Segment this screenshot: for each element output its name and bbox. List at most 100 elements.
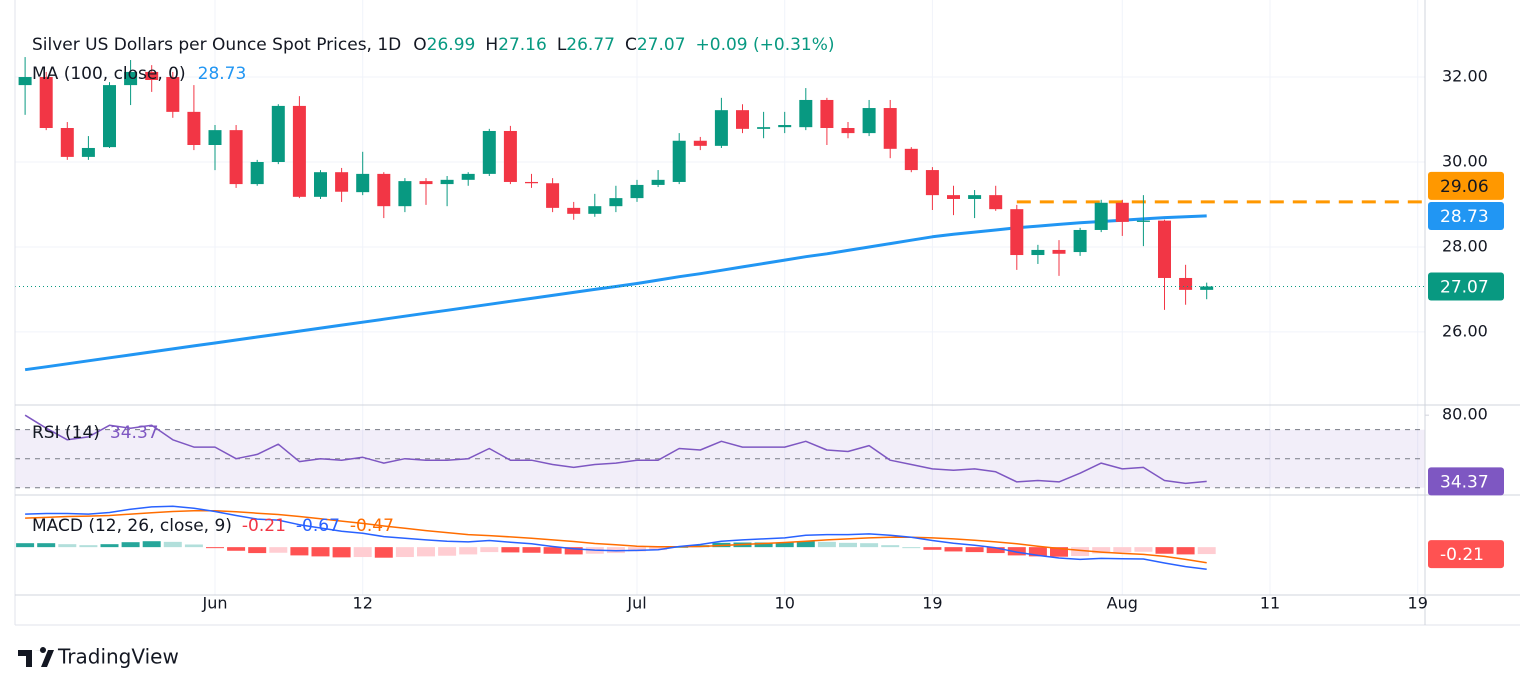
x-tick-label: 11 <box>1260 594 1280 613</box>
histogram-bar <box>311 547 330 557</box>
candle-body <box>1179 277 1193 290</box>
histogram-bar <box>501 547 520 553</box>
grid <box>15 0 1425 595</box>
y-tick-label: 32.00 <box>1442 67 1488 86</box>
candle-body <box>103 85 116 148</box>
histogram-bar <box>902 547 921 549</box>
ohlc-label: O <box>413 35 426 55</box>
histogram-bar <box>206 547 224 549</box>
histogram-bar <box>923 547 942 550</box>
candle-body <box>187 111 201 145</box>
candle-body <box>356 173 370 193</box>
candle-body <box>609 198 623 207</box>
rsi-tick-label: 80.00 <box>1442 405 1488 424</box>
histogram-bar <box>1092 547 1111 554</box>
frame <box>14 0 1520 626</box>
candle-body <box>989 195 1003 210</box>
candle-body <box>314 172 327 197</box>
x-tick-label: 12 <box>353 594 373 613</box>
candle-body <box>968 195 982 199</box>
candle-body <box>271 105 285 162</box>
candle-body <box>1158 220 1171 278</box>
histogram-bar <box>79 545 98 548</box>
candle-body <box>651 179 665 185</box>
histogram-bar <box>564 547 583 555</box>
histogram-bar <box>860 543 879 548</box>
candle-body <box>778 125 792 128</box>
candle-body <box>398 181 412 207</box>
candle-body <box>250 161 264 185</box>
candle-body <box>693 140 707 146</box>
ma-value: 28.73 <box>198 64 247 84</box>
price-badge <box>1428 201 1504 230</box>
histogram-bar <box>775 542 794 548</box>
close-value: 27.07 <box>637 35 686 55</box>
histogram-bar <box>438 547 457 556</box>
candle-body <box>672 140 686 182</box>
macd-name: MACD (12, 26, close, 9) <box>32 516 232 536</box>
candle-body <box>883 108 897 149</box>
candle-body <box>1136 220 1150 222</box>
candle-body <box>60 128 74 157</box>
candle-body <box>461 173 475 180</box>
high-value: 27.16 <box>498 35 547 55</box>
price-badge-label: 29.06 <box>1440 177 1489 197</box>
ma-legend: MA (100, close, 0) 28.73 <box>32 64 246 84</box>
candle-body <box>440 179 454 185</box>
open-value: 26.99 <box>427 35 476 55</box>
candle-body <box>904 148 918 171</box>
rsi-legend: RSI (14) 34.37 <box>32 423 159 443</box>
macd-legend: MACD (12, 26, close, 9) -0.21 -0.67 -0.47 <box>32 516 394 536</box>
price-badge-label: 28.73 <box>1440 207 1489 227</box>
candle-body <box>124 71 138 86</box>
histogram-bar <box>121 542 140 548</box>
chart-title: Silver US Dollars per Ounce Spot Prices,… <box>32 35 401 55</box>
candle-body <box>1094 202 1108 230</box>
candle-body <box>419 181 433 185</box>
x-tick-label: 10 <box>775 594 795 613</box>
histogram-bar <box>332 547 351 558</box>
histogram-bar <box>1197 547 1216 555</box>
candle-body <box>588 206 602 214</box>
candle-body <box>525 181 538 184</box>
histogram-bar <box>395 547 414 558</box>
histogram-bar <box>163 541 182 548</box>
candle-body <box>630 184 644 199</box>
histogram-bar <box>839 542 857 548</box>
candle-body <box>292 105 306 197</box>
histogram-bar <box>1007 547 1026 556</box>
histogram-bar <box>227 547 246 551</box>
candle-body <box>862 108 876 134</box>
candle-body <box>714 110 728 146</box>
y-tick-label: 30.00 <box>1442 151 1488 170</box>
candle-body <box>81 147 95 157</box>
x-tick-label: 19 <box>922 594 942 613</box>
logo: TradingView <box>18 645 179 669</box>
chart-header: Silver US Dollars per Ounce Spot Prices,… <box>32 35 835 55</box>
ohlc-label: C <box>625 35 637 55</box>
x-tick-label: Aug <box>1107 594 1138 613</box>
logo-icon <box>18 647 54 667</box>
candle-body <box>841 128 855 134</box>
candle-body <box>546 183 560 208</box>
watermark: TradingView <box>57 645 179 669</box>
ma-name: MA (100, close, 0) <box>32 64 186 84</box>
candle-body <box>1031 249 1045 256</box>
candle-body <box>799 99 813 128</box>
plot-area <box>15 57 1425 571</box>
candle-body <box>1010 209 1024 256</box>
histogram-value: -0.21 <box>242 516 286 536</box>
low-value: 26.77 <box>566 35 615 55</box>
candle-body <box>482 130 496 174</box>
candle-body <box>925 170 939 196</box>
histogram-bar <box>248 547 267 554</box>
rsi-badge <box>1428 467 1504 496</box>
histogram-bar <box>269 547 288 553</box>
candle-body <box>1115 202 1129 222</box>
histogram-bar <box>522 547 541 553</box>
rsi-band <box>15 429 1425 488</box>
candle-body <box>208 130 222 145</box>
rsi-name: RSI (14) <box>32 423 100 443</box>
